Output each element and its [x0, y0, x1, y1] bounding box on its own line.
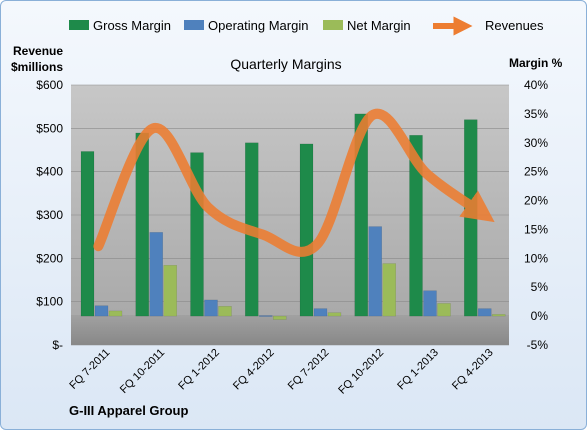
left-tick-label: $400: [36, 165, 63, 179]
right-tick-label: 5%: [531, 280, 549, 294]
bar-operating-margin: [204, 299, 218, 317]
legend-label: Operating Margin: [208, 18, 308, 33]
legend: Gross Margin Operating Margin Net Margin Re…: [69, 16, 544, 36]
right-tick-label: 10%: [524, 251, 548, 265]
category-label: FQ 1-2013: [395, 347, 441, 393]
category-label: FQ 7-2012: [286, 347, 332, 393]
bar-gross-margin: [80, 151, 95, 317]
category-label: FQ 4-2013: [450, 347, 496, 393]
bar-operating-margin: [259, 315, 273, 317]
right-axis-ticks: -5% 0% 5% 10% 15% 20% 25% 30% 35% 40%: [524, 78, 548, 352]
left-tick-label: $100: [36, 295, 63, 309]
right-tick-label: 20%: [524, 194, 548, 208]
left-tick-label: $600: [36, 78, 63, 92]
left-axis-title-line1: Revenue: [13, 44, 63, 58]
bar-net-margin: [108, 310, 123, 317]
right-tick-label: 0%: [531, 309, 549, 323]
left-axis-title-line2: $millions: [11, 60, 63, 74]
legend-swatch: [323, 20, 343, 30]
bar-net-margin: [327, 312, 342, 317]
right-tick-label: 15%: [524, 222, 548, 236]
legend-swatch: [69, 20, 89, 30]
bar-gross-margin: [409, 135, 423, 317]
bar-net-margin: [437, 303, 451, 317]
category-label: FQ 1-2012: [176, 347, 222, 393]
right-tick-label: 30%: [524, 136, 548, 150]
company-name: G-III Apparel Group: [69, 403, 188, 418]
revenue-line-group: [93, 108, 495, 257]
bar-operating-margin: [478, 308, 492, 317]
bar-operating-margin: [313, 308, 328, 317]
bar-gross-margin: [354, 113, 368, 317]
legend-label: Net Margin: [347, 18, 411, 33]
plot-floor: [71, 315, 509, 345]
legend-label: Gross Margin: [93, 18, 171, 33]
bar-operating-margin: [368, 226, 382, 317]
right-tick-label: 35%: [524, 107, 548, 121]
bar-operating-margin: [149, 232, 163, 317]
bar-net-margin: [382, 263, 396, 317]
left-tick-label: $200: [36, 251, 63, 265]
bar-operating-margin: [94, 305, 109, 317]
legend-label: Revenues: [485, 18, 544, 33]
right-tick-label: -5%: [527, 338, 549, 352]
legend-swatch: [184, 20, 204, 30]
category-label: FQ 7-2011: [67, 347, 112, 392]
bar-gross-margin: [135, 132, 149, 317]
left-tick-label: $500: [36, 121, 63, 135]
category-label: FQ 10-2011: [118, 347, 167, 396]
chart-title: Quarterly Margins: [230, 56, 341, 72]
right-axis-title: Margin %: [509, 56, 563, 70]
bar-gross-margin: [464, 119, 478, 317]
bar-net-margin: [218, 306, 232, 317]
bar-operating-margin: [423, 290, 437, 317]
right-tick-label: 25%: [524, 165, 548, 179]
right-tick-label: 40%: [524, 78, 548, 92]
revenue-line: [93, 108, 495, 257]
category-label: FQ 4-2012: [231, 347, 277, 393]
category-label: FQ 10-2012: [336, 347, 386, 397]
bar-net-margin: [273, 315, 287, 320]
bars: [80, 113, 506, 320]
left-tick-label: $-: [52, 338, 63, 352]
left-tick-label: $300: [36, 208, 63, 222]
bar-gross-margin: [299, 143, 314, 317]
bar-net-margin: [163, 265, 177, 317]
bar-net-margin: [492, 314, 506, 317]
left-axis-ticks: $- $100 $200 $300 $400 $500 $600: [36, 78, 63, 352]
category-labels: FQ 7-2011 FQ 10-2011 FQ 1-2012 FQ 4-2012 FQ …: [67, 347, 495, 397]
